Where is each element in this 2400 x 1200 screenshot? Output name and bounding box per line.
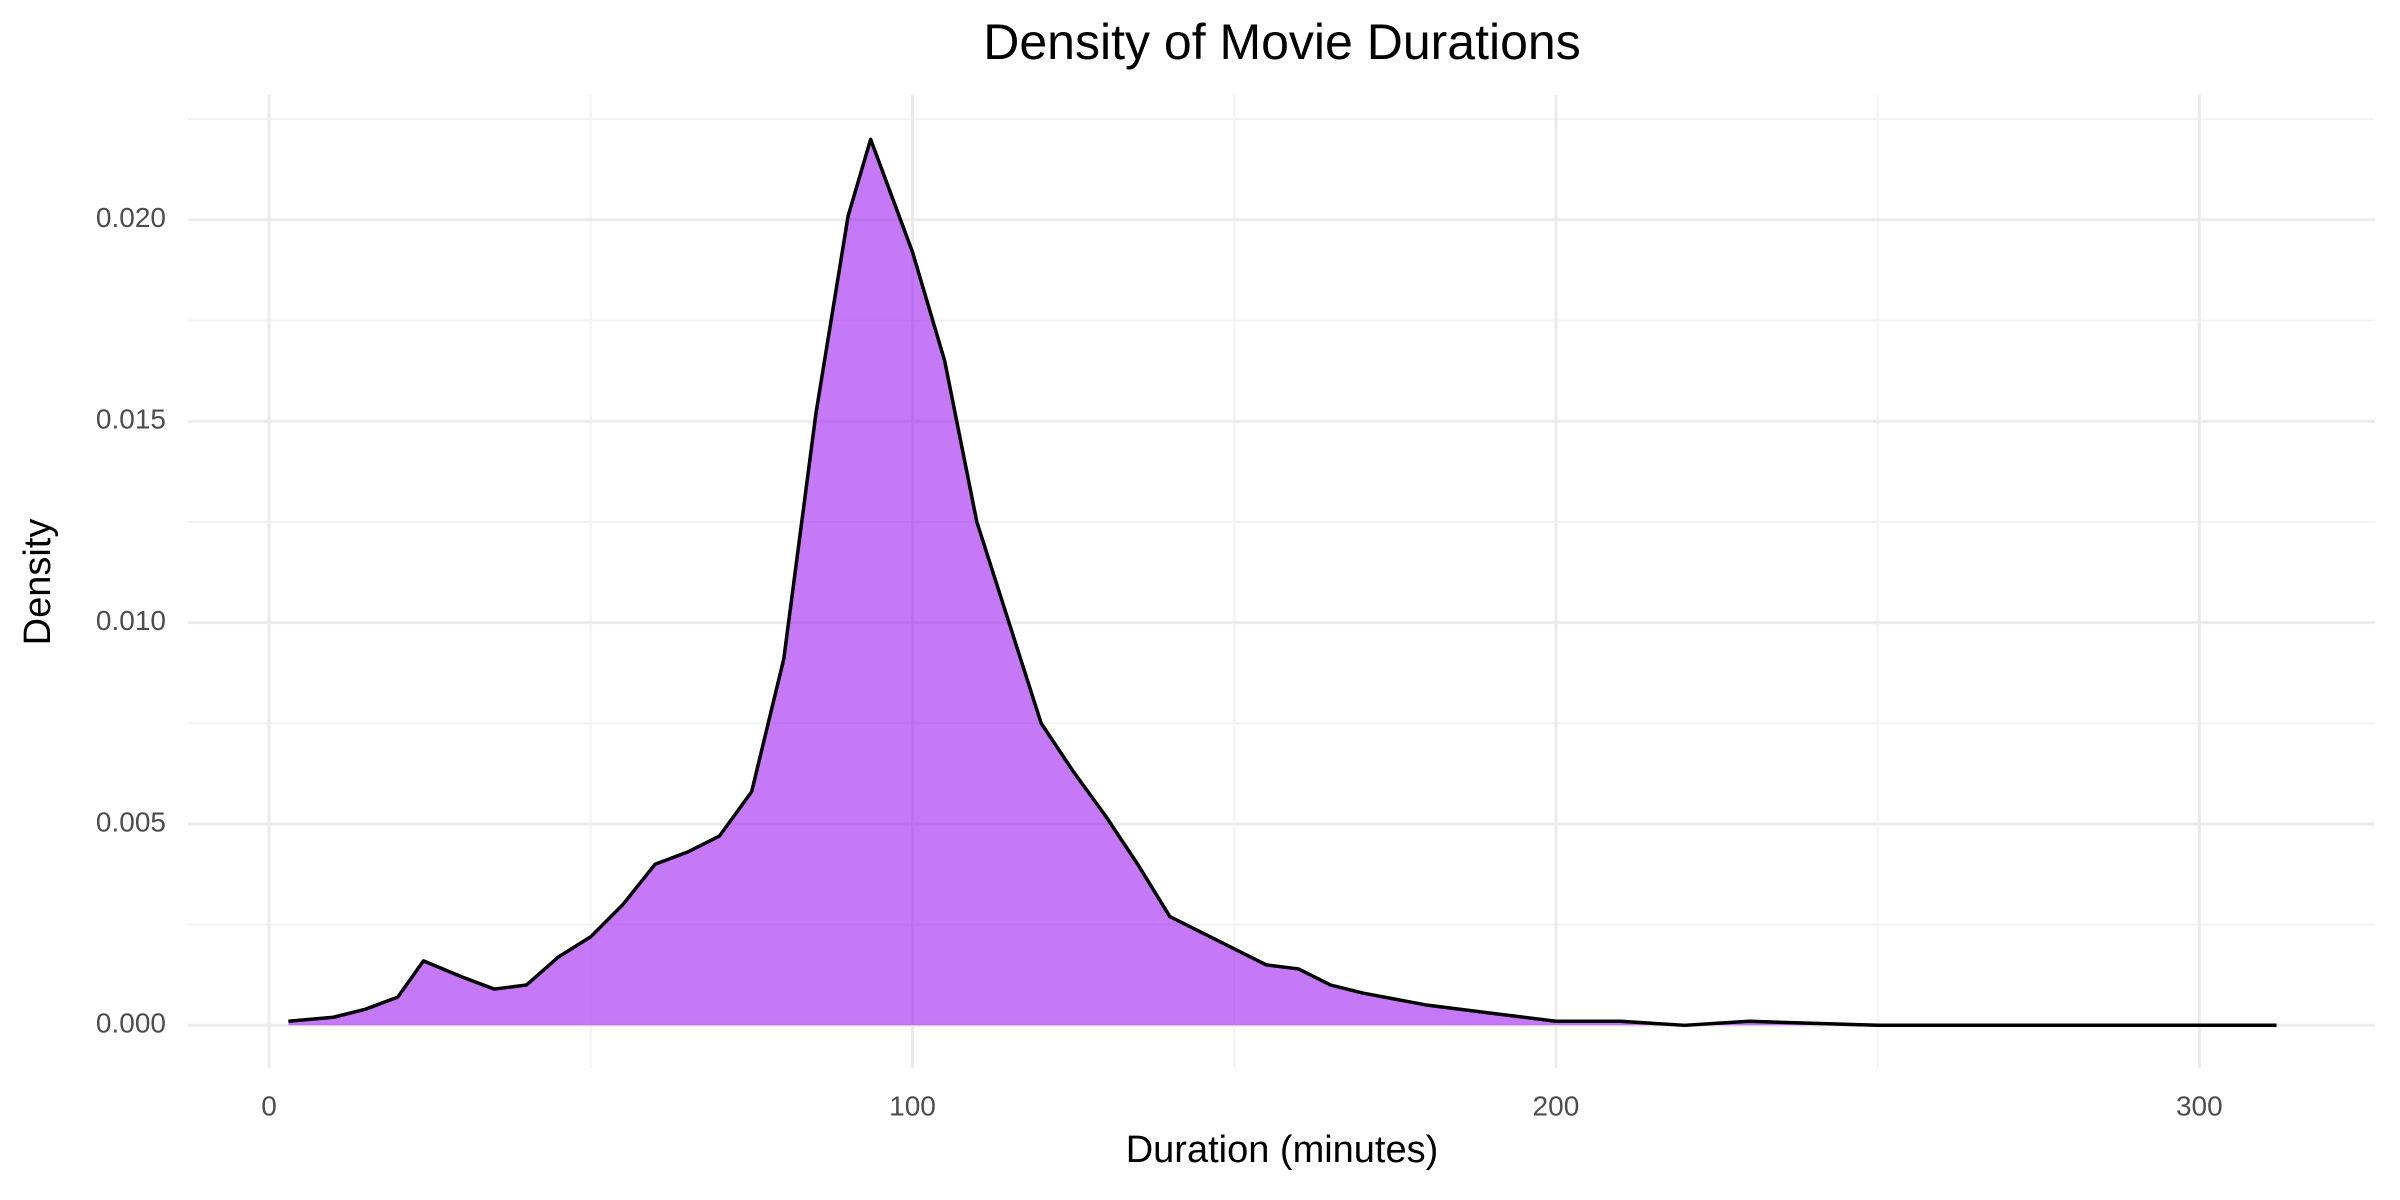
y-tick-label: 0.020 [96,202,166,233]
tick-labels: 0 100 200 300 0.000 0.005 0.010 0.015 0.020 [96,202,2223,1121]
density-line [288,137,2277,1028]
y-tick-label: 0.005 [96,806,166,837]
y-tick-label: 0.000 [96,1008,166,1039]
chart-title: Density of Movie Durations [983,14,1580,70]
x-tick-label: 0 [261,1090,277,1121]
x-tick-label: 300 [2176,1090,2223,1121]
x-tick-label: 200 [1533,1090,1580,1121]
x-axis-title: Duration (minutes) [1126,1129,1439,1171]
density-area [288,139,2277,1026]
y-tick-label: 0.010 [96,605,166,636]
y-tick-label: 0.015 [96,404,166,435]
plot-marks [288,137,2277,1028]
x-tick-label: 100 [889,1090,936,1121]
grid [188,95,2375,1068]
y-axis-title: Density [17,519,59,646]
